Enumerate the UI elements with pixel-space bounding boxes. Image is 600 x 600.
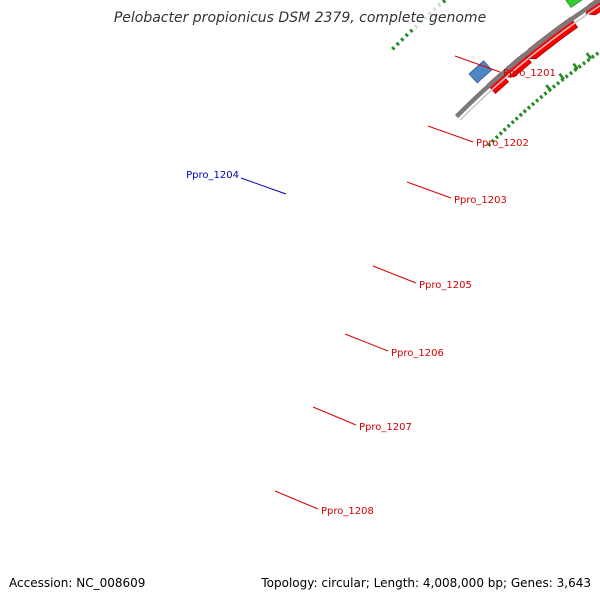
ruler-dot xyxy=(573,67,578,72)
cds-ppro-1207-green xyxy=(565,0,583,8)
gene-leader-line xyxy=(406,181,452,199)
ruler-dot xyxy=(543,91,548,96)
ruler-dot xyxy=(514,116,519,121)
ruler-dot xyxy=(518,112,523,118)
gene-label: Ppro_1206 xyxy=(391,348,444,359)
ruler-dot xyxy=(595,51,600,56)
ruler-dot xyxy=(586,57,591,63)
inner-major-tick xyxy=(545,84,552,92)
ruler-dot xyxy=(526,105,532,110)
ruler-dot xyxy=(577,64,582,69)
minor-tick xyxy=(585,52,592,60)
ruler-dot xyxy=(530,101,536,107)
inner-ruler xyxy=(486,49,600,148)
title-backdrop xyxy=(112,4,488,28)
ruler-dot xyxy=(490,138,496,144)
ruler-dot xyxy=(502,127,507,132)
ruler-dot xyxy=(391,46,396,51)
ruler-dot xyxy=(409,28,414,34)
gene-leader-line xyxy=(274,490,319,510)
backbone-layer xyxy=(454,0,600,121)
gene-leader-line xyxy=(372,265,417,284)
minor-tick xyxy=(558,72,565,81)
gene-label: Ppro_1203 xyxy=(454,195,507,206)
ruler-dot xyxy=(400,37,405,42)
gene-leader-line xyxy=(427,125,474,143)
gene-leader-line xyxy=(312,406,357,426)
ruler-dot xyxy=(498,131,503,136)
label-layer: Ppro_1201 Ppro_1202 Ppro_1203 Ppro_1204 Ppro… xyxy=(186,55,556,517)
inner-major-tick xyxy=(572,62,579,70)
gene-label: Ppro_1204 xyxy=(186,170,239,181)
stats-backdrop xyxy=(256,570,596,594)
gene-label: Ppro_1201 xyxy=(503,68,556,79)
map-title: Pelobacter propionicus DSM 2379, complet… xyxy=(114,10,486,26)
ruler-dot xyxy=(560,77,565,83)
cds-ppro-1208-red xyxy=(526,16,579,60)
genome-backbone-inner xyxy=(459,4,600,121)
gene-leader-line xyxy=(240,177,287,195)
ruler-dot xyxy=(494,134,500,140)
ruler-dot xyxy=(581,61,587,66)
ruler-dot xyxy=(522,109,527,114)
genome-stats-label: Topology: circular; Length: 4,008,000 bp… xyxy=(260,576,591,590)
ruler-dot xyxy=(510,120,515,125)
gene-leader-line xyxy=(454,55,501,73)
ruler-dot xyxy=(564,74,569,79)
ruler-dot xyxy=(551,84,557,89)
gene-label: Ppro_1208 xyxy=(321,506,374,517)
gene-label: Ppro_1205 xyxy=(419,280,472,291)
accession-backdrop xyxy=(4,570,154,594)
ruler-dot xyxy=(441,0,447,4)
ruler-dot xyxy=(590,54,595,60)
ruler-dot xyxy=(539,94,544,100)
ruler-dot xyxy=(486,142,492,148)
gene-leader-line xyxy=(344,333,389,352)
ruler-dot xyxy=(568,70,574,76)
genome-backbone xyxy=(454,0,600,119)
ruler-dot xyxy=(555,80,561,86)
cds-steelblue-bottom xyxy=(468,60,493,84)
gene-label: Ppro_1202 xyxy=(476,138,529,149)
ruler-dot xyxy=(535,98,540,103)
gene-label: Ppro_1207 xyxy=(359,422,412,433)
ruler-dot xyxy=(506,123,511,129)
ruler-dot xyxy=(395,41,400,47)
ruler-dot xyxy=(404,32,409,38)
accession-label: Accession: NC_008609 xyxy=(9,576,145,590)
